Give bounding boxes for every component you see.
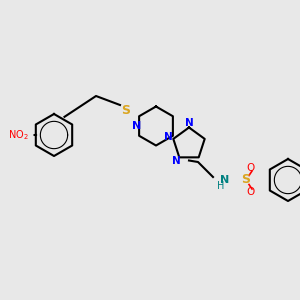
Text: N: N bbox=[132, 121, 141, 131]
Text: O: O bbox=[246, 187, 255, 197]
Text: H: H bbox=[217, 181, 224, 191]
Text: N: N bbox=[184, 118, 194, 128]
Text: NO$_2$: NO$_2$ bbox=[8, 128, 29, 142]
Text: N: N bbox=[172, 156, 181, 167]
Text: S: S bbox=[242, 173, 250, 187]
Text: N: N bbox=[164, 132, 173, 142]
Text: O: O bbox=[246, 163, 255, 173]
Text: S: S bbox=[122, 104, 130, 118]
Text: N: N bbox=[220, 175, 230, 185]
